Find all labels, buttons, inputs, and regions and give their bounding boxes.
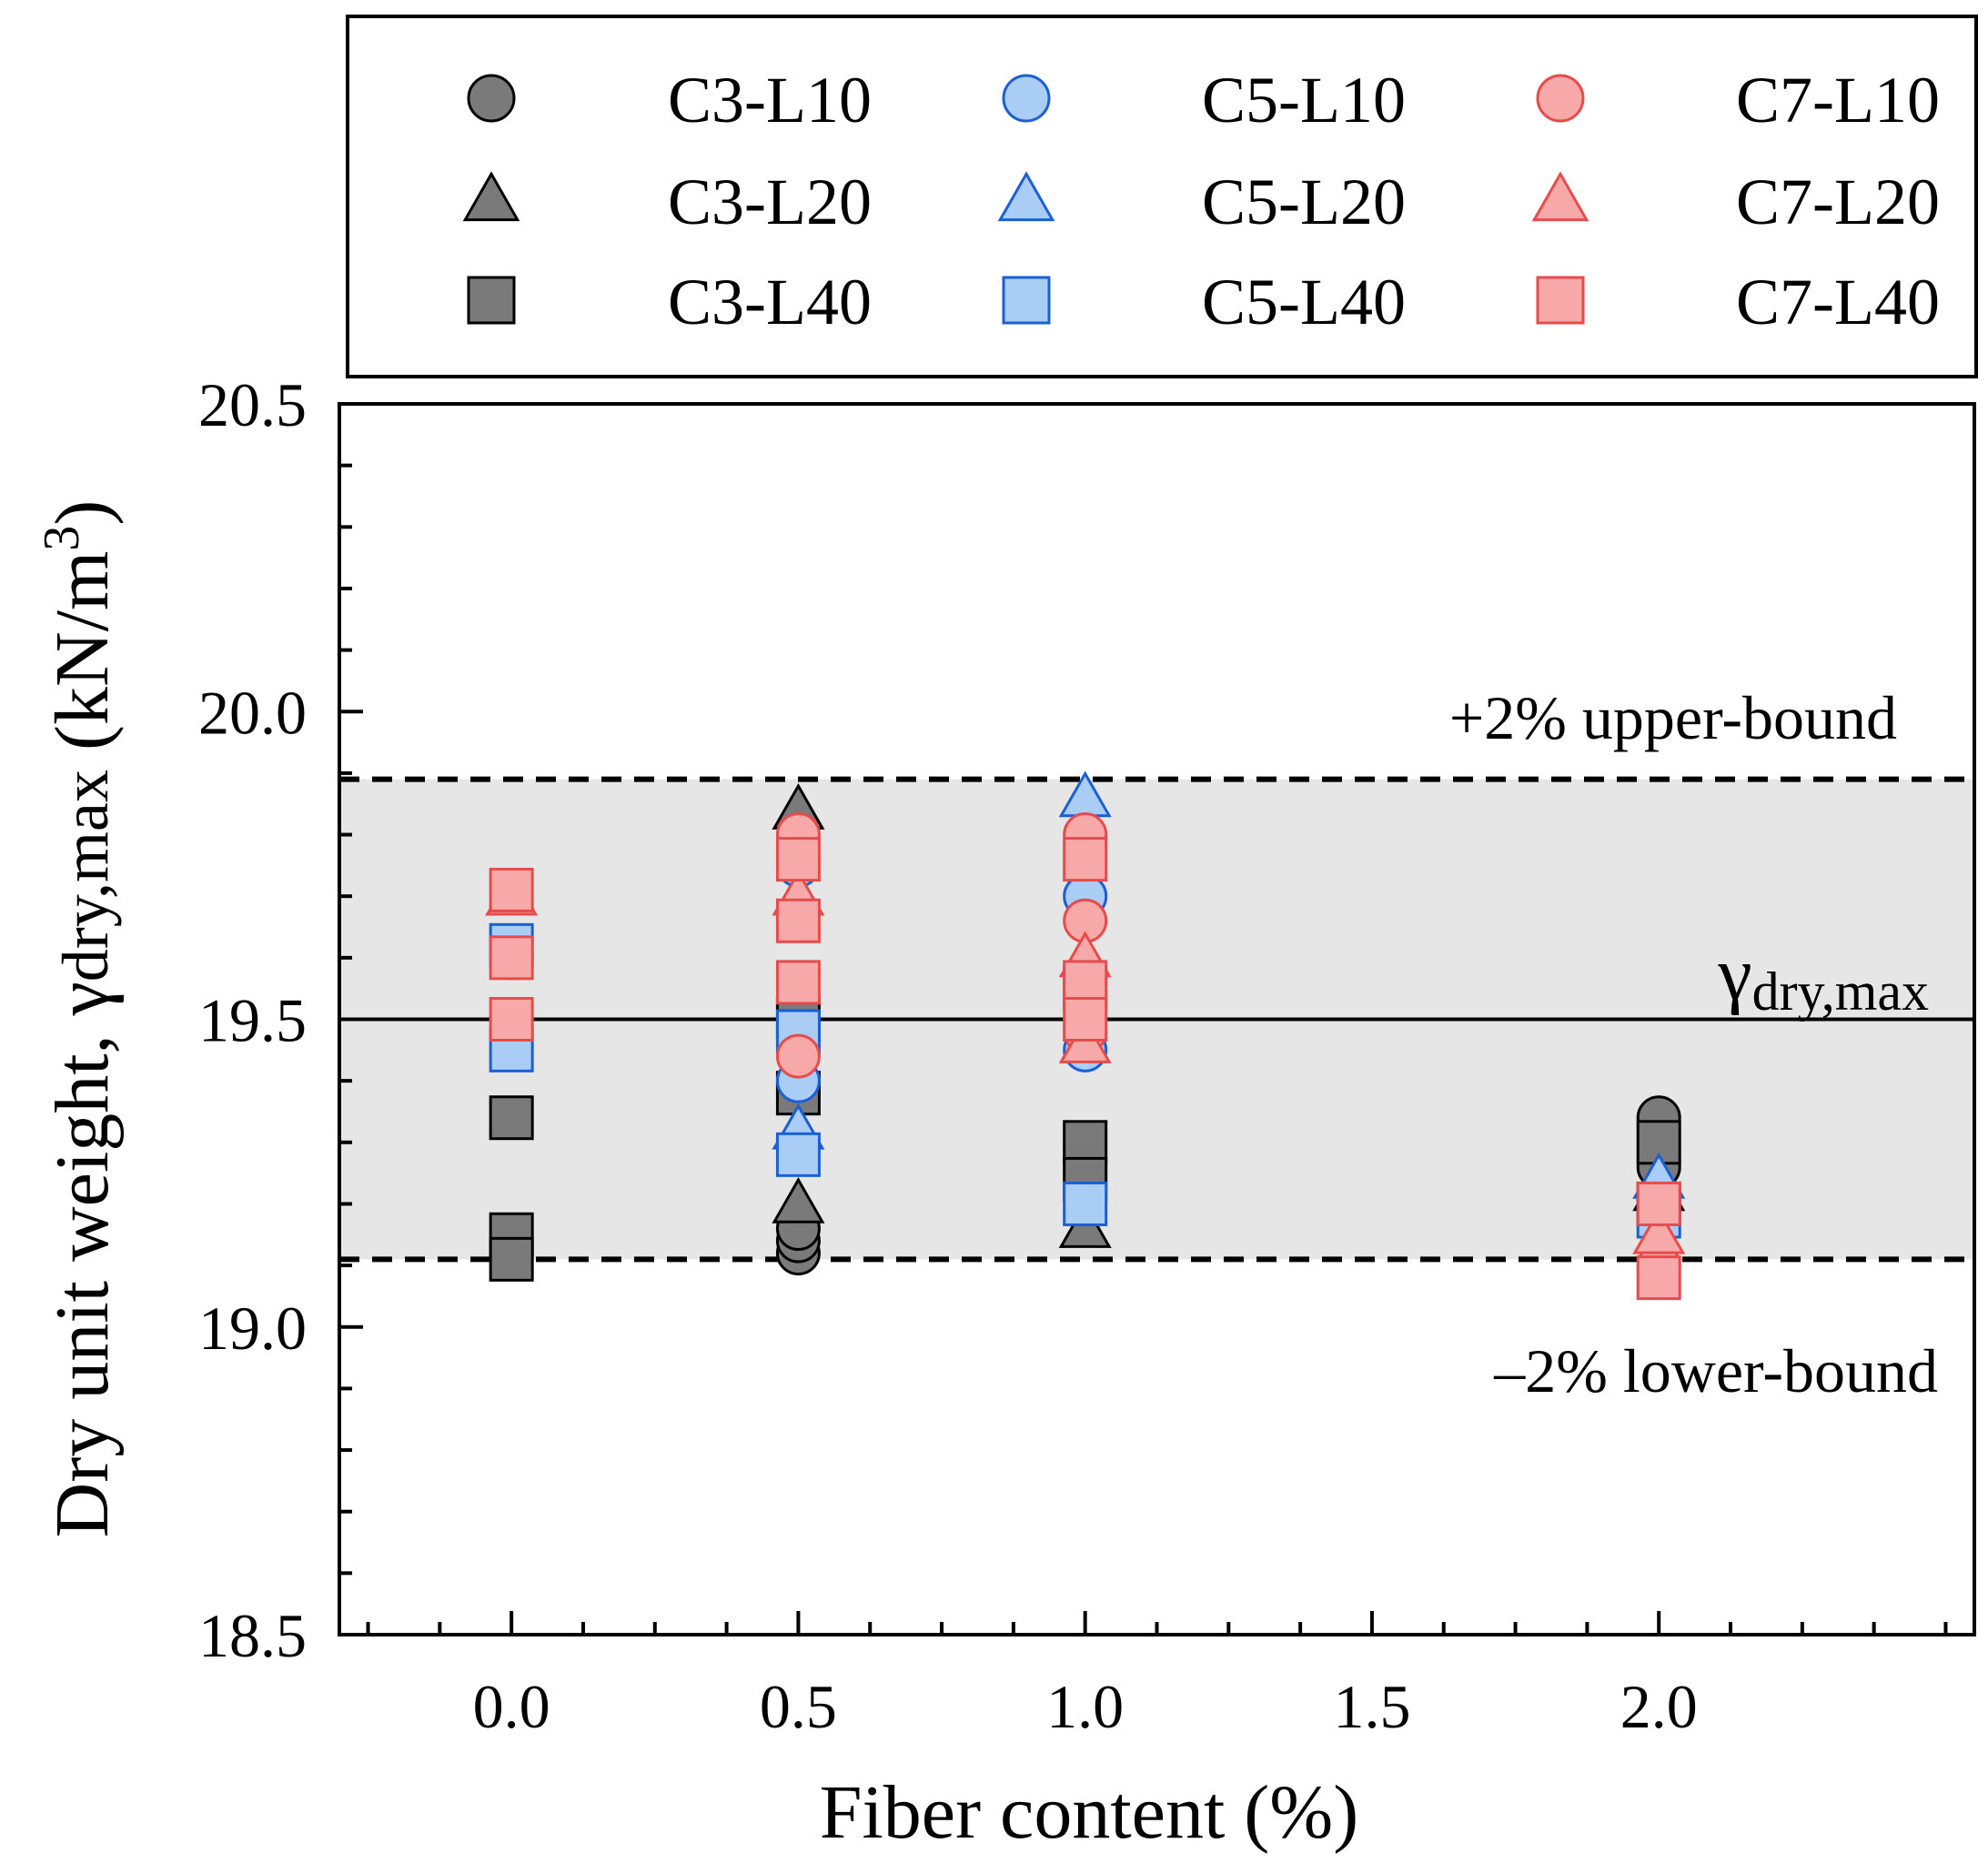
data-points <box>485 770 1686 1301</box>
legend-marker-c5-l40 <box>1002 276 1051 325</box>
point-c7-l40 <box>1063 997 1108 1042</box>
legend-box <box>346 15 1978 378</box>
x-tick-label: 1.0 <box>1046 1672 1124 1741</box>
y-tick-label: 19.0 <box>198 1294 307 1363</box>
y-axis-label-unit-sup: 3 <box>34 526 90 551</box>
legend-marker-c7-l40 <box>1536 276 1585 325</box>
plot-frame <box>338 402 1976 1636</box>
legend-label-c7-l10: C7-L10 <box>1736 64 1940 136</box>
y-axis-label-prefix: Dry unit weight, <box>40 1015 125 1537</box>
y-axis-label-subscript: dry,max <box>49 770 122 982</box>
legend-label-c5-l40: C5-L40 <box>1202 266 1406 338</box>
legend-marker-c3-l10 <box>467 74 516 123</box>
legend-marker-c5-l10 <box>1002 74 1051 123</box>
x-tick-label: 0.5 <box>760 1672 837 1741</box>
point-c7-l10 <box>775 1033 821 1079</box>
y-axis-label-symbol: γ <box>40 982 125 1016</box>
y-tick-label: 20.5 <box>198 370 307 439</box>
center-line-label-symbol: γ <box>1717 932 1751 1016</box>
legend-label-c3-l20: C3-L20 <box>668 166 872 238</box>
point-c3-l20 <box>772 1176 825 1224</box>
x-axis-label: Fiber content (%) <box>820 1770 1358 1855</box>
center-line-label-subscript: dry,max <box>1752 962 1929 1022</box>
point-c5-l40 <box>775 1132 821 1177</box>
x-tick-label: 1.5 <box>1333 1672 1410 1741</box>
y-axis-label-unit-close: ) <box>40 500 125 526</box>
legend: C3-L10 C3-L20 C3-L40 C5-L10 C5-L20 C5-L40 C7-L… <box>462 64 1940 338</box>
legend-label-c7-l20: C7-L20 <box>1736 166 1940 238</box>
legend-marker-c3-l20 <box>462 171 520 222</box>
point-c7-l40 <box>489 935 534 981</box>
legend-marker-c5-l20 <box>997 171 1055 222</box>
legend-label-c5-l10: C5-L10 <box>1202 64 1406 136</box>
point-c7-l40 <box>489 997 534 1042</box>
point-c3-l40 <box>1063 1120 1108 1165</box>
legend-marker-c7-l20 <box>1531 171 1589 222</box>
point-c7-l40 <box>489 867 534 912</box>
point-c7-l40 <box>1636 1255 1681 1301</box>
lower-bound-label: –2% lower-bound <box>1493 1336 1938 1405</box>
y-axis-label: Dry unit weight, γdry,max (kN/m3) <box>34 500 125 1538</box>
point-c7-l40 <box>1063 837 1108 882</box>
point-c3-l40 <box>489 1236 534 1282</box>
y-axis-label-unit: (kN/m <box>40 551 125 770</box>
legend-label-c3-l40: C3-L40 <box>668 266 872 338</box>
point-c7-l40 <box>1636 1181 1681 1226</box>
upper-bound-label: +2% upper-bound <box>1449 683 1897 752</box>
point-c5-l40 <box>1063 1181 1108 1226</box>
point-c3-l40 <box>489 1095 534 1141</box>
legend-marker-c7-l10 <box>1536 74 1585 123</box>
y-tick-label: 18.5 <box>198 1601 307 1670</box>
y-tick-label: 19.5 <box>198 986 307 1055</box>
legend-label-c3-l10: C3-L10 <box>668 64 872 136</box>
point-c7-l20 <box>1632 1207 1686 1254</box>
x-tick-label: 2.0 <box>1620 1672 1698 1741</box>
legend-label-c7-l40: C7-L40 <box>1736 266 1940 338</box>
y-tick-label: 20.0 <box>198 678 307 747</box>
x-tick-label: 0.0 <box>473 1672 550 1741</box>
point-c7-l40 <box>775 960 821 1005</box>
center-line-label: γdry,max <box>1717 932 1929 1022</box>
legend-label-c5-l20: C5-L20 <box>1202 166 1406 238</box>
legend-marker-c3-l40 <box>467 276 516 325</box>
point-c7-l40 <box>775 837 821 882</box>
point-c7-l40 <box>775 898 821 943</box>
